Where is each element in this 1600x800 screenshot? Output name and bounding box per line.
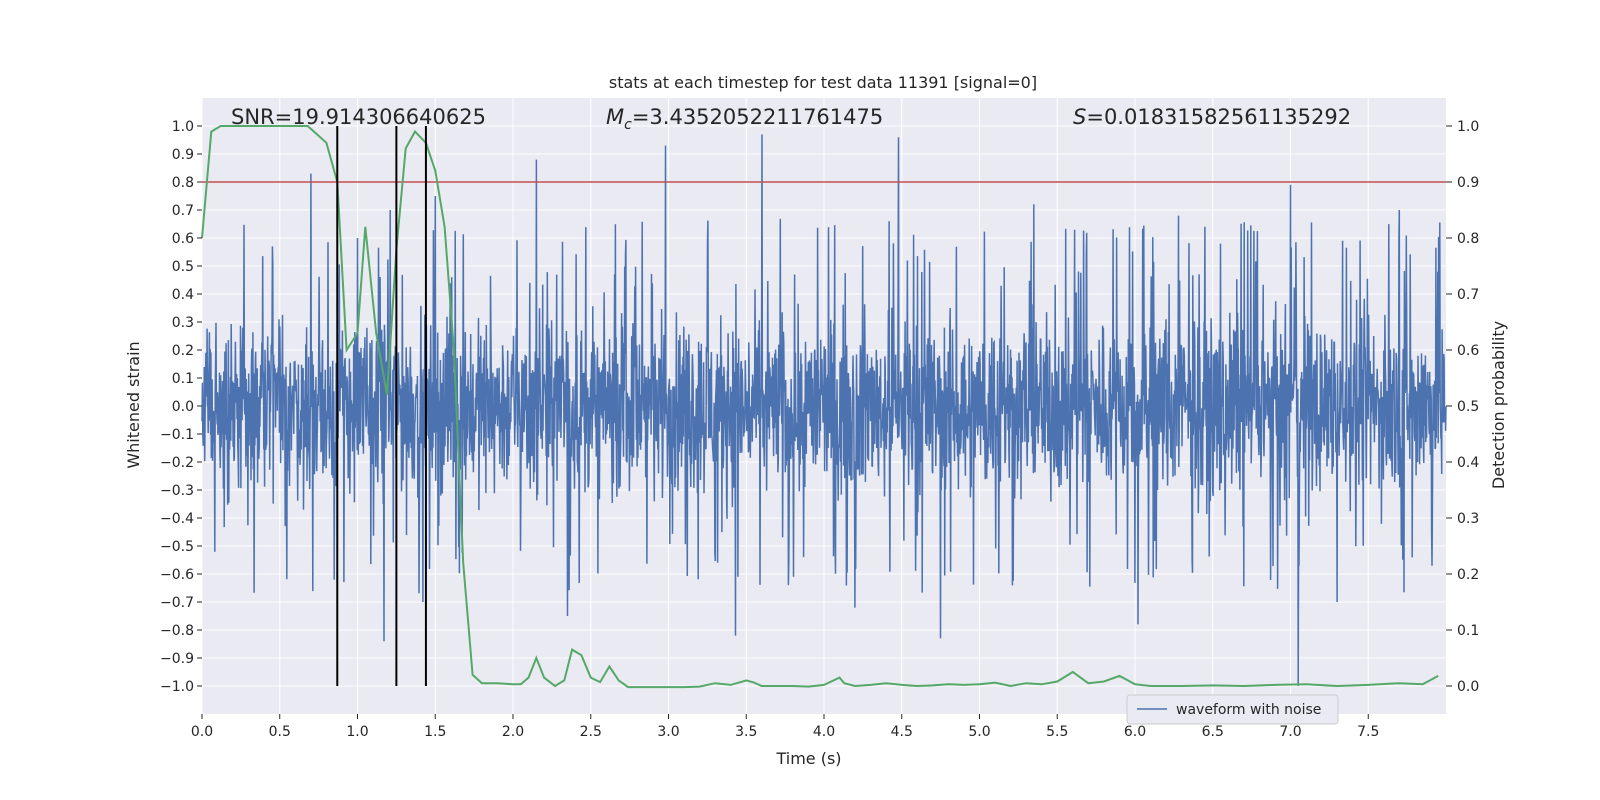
y-tick-label-19: −0.9 <box>160 651 194 667</box>
x-tick-label-5: 2.5 <box>580 724 602 740</box>
x-axis-ticks: 0.0 0.5 1.0 1.5 2.0 2.5 3.0 3.5 4.0 4.5 5.0 5.5 6.0 6… <box>191 714 1379 740</box>
x-tick-label-0: 0.0 <box>191 724 213 740</box>
y-tick-label-13: −0.3 <box>160 483 194 499</box>
x-tick-label-9: 4.5 <box>891 724 913 740</box>
y-tick-label-2: 0.8 <box>172 175 194 191</box>
y2-tick-label-1: 0.9 <box>1457 175 1479 191</box>
x-tick-label-11: 5.5 <box>1046 724 1068 740</box>
y-tick-label-7: 0.3 <box>172 315 194 331</box>
x-tick-label-4: 2.0 <box>502 724 524 740</box>
y-tick-label-1: 0.9 <box>172 147 194 163</box>
y-tick-label-5: 0.5 <box>172 259 194 275</box>
y2-tick-label-6: 0.4 <box>1457 455 1479 471</box>
y-tick-label-15: −0.5 <box>160 539 194 555</box>
x-tick-label-3: 1.5 <box>424 724 446 740</box>
y-tick-label-17: −0.7 <box>160 595 194 611</box>
y2-tick-label-0: 1.0 <box>1457 119 1479 135</box>
x-tick-label-8: 4.0 <box>813 724 835 740</box>
y2-axis-ticks: 1.0 0.9 0.8 0.7 0.6 0.5 0.4 0.3 0.2 0.1 0.0 <box>1446 119 1479 695</box>
y-axis-ticks: 1.0 0.9 0.8 0.7 0.6 0.5 0.4 0.3 0.2 0.1 0.0 −0.1 −0.… <box>160 119 202 695</box>
x-tick-label-2: 1.0 <box>346 724 368 740</box>
y-tick-label-12: −0.2 <box>160 455 194 471</box>
mc-symbol: M <box>606 105 624 129</box>
legend-label-waveform: waveform with noise <box>1176 702 1321 718</box>
legend-box <box>1126 694 1339 725</box>
s-stat-label: S=0.01831582561135292 <box>1073 105 1351 129</box>
chart-title: stats at each timestep for test data 113… <box>609 73 1037 92</box>
y2-tick-label-7: 0.3 <box>1457 511 1479 527</box>
s-value: =0.01831582561135292 <box>1086 105 1351 129</box>
mc-value: =3.4352052211761475 <box>632 105 883 129</box>
x-axis-title: Time (s) <box>775 749 841 768</box>
y-tick-label-18: −0.8 <box>160 623 194 639</box>
y-tick-label-14: −0.4 <box>160 511 194 527</box>
waveform-line <box>201 134 1447 687</box>
x-tick-label-15: 7.5 <box>1357 724 1379 740</box>
x-tick-label-14: 7.0 <box>1279 724 1301 740</box>
probability-line <box>201 125 1439 689</box>
y2-tick-label-8: 0.2 <box>1457 567 1479 583</box>
y-tick-label-0: 1.0 <box>172 119 194 135</box>
y2-axis-title: Detection probability <box>1489 321 1508 489</box>
legend: waveform with noise <box>1126 694 1339 725</box>
y2-tick-label-3: 0.7 <box>1457 287 1479 303</box>
y-tick-label-20: −1.0 <box>160 679 194 695</box>
x-tick-label-13: 6.5 <box>1202 724 1224 740</box>
x-tick-label-10: 5.0 <box>968 724 990 740</box>
y2-tick-label-5: 0.5 <box>1457 399 1479 415</box>
y-tick-label-10: 0.0 <box>172 399 194 415</box>
y2-tick-label-4: 0.6 <box>1457 343 1479 359</box>
vertical-markers <box>336 126 427 686</box>
mc-subscript: c <box>624 117 632 133</box>
s-symbol: S <box>1073 105 1086 129</box>
y-tick-label-9: 0.1 <box>172 371 194 387</box>
y-tick-label-3: 0.7 <box>172 203 194 219</box>
y2-tick-label-10: 0.0 <box>1457 679 1479 695</box>
x-tick-label-6: 3.0 <box>657 724 679 740</box>
probability-series <box>201 125 1439 689</box>
y-tick-label-16: −0.6 <box>160 567 194 583</box>
y-tick-label-11: −0.1 <box>160 427 194 443</box>
snr-label: SNR=19.914306640625 <box>231 105 486 129</box>
chirp-mass-label: Mc=3.4352052211761475 <box>606 105 883 133</box>
waveform-series <box>201 134 1447 687</box>
y-tick-label-4: 0.6 <box>172 231 194 247</box>
y2-tick-label-2: 0.8 <box>1457 231 1479 247</box>
y-axis-title: Whitened strain <box>124 341 143 468</box>
x-tick-label-1: 0.5 <box>269 724 291 740</box>
x-tick-label-7: 3.5 <box>735 724 757 740</box>
x-tick-label-12: 6.0 <box>1124 724 1146 740</box>
y2-tick-label-9: 0.1 <box>1457 623 1479 639</box>
y-tick-label-8: 0.2 <box>172 343 194 359</box>
y-tick-label-6: 0.4 <box>172 287 194 303</box>
